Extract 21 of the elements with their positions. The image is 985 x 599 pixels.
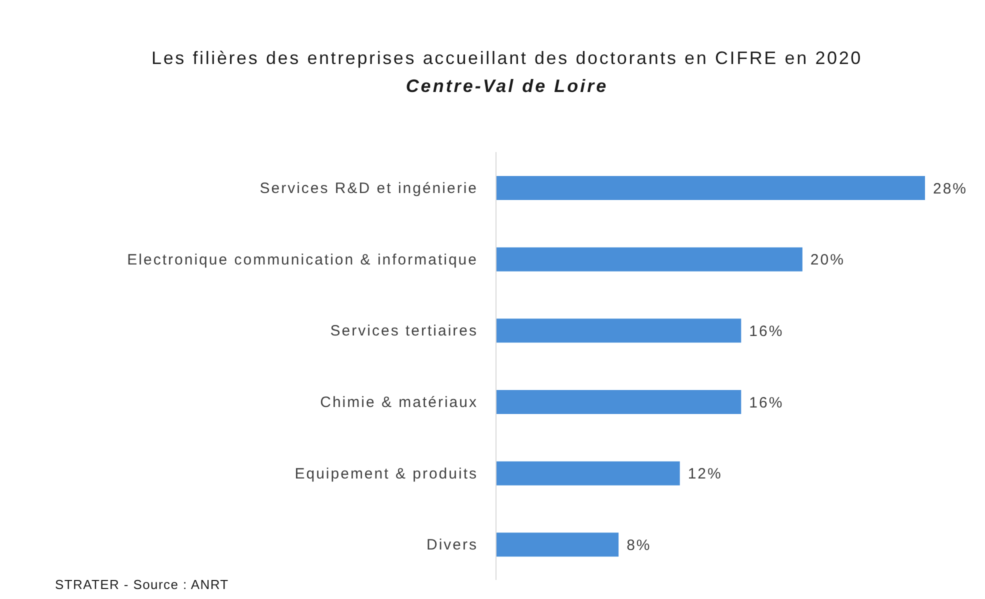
bar bbox=[496, 176, 925, 200]
bar bbox=[496, 318, 742, 343]
text: STRATER - Source : ANRT bbox=[55, 577, 229, 592]
bar bbox=[496, 390, 742, 414]
y-tick-label: Services tertiaires bbox=[330, 322, 478, 340]
data-label: 16% bbox=[749, 394, 784, 412]
data-label: 16% bbox=[749, 322, 784, 340]
data-label: 8% bbox=[626, 536, 652, 554]
bar bbox=[496, 461, 680, 486]
chart-title: Les filières des entreprises accueillant des doctorants en CIFRE en 2020 bbox=[150, 48, 864, 69]
bar bbox=[496, 247, 802, 272]
y-tick-label: Services R&D et ingénierie bbox=[260, 180, 478, 197]
data-label: 20% bbox=[810, 252, 845, 269]
y-tick-label: Chimie & matériaux bbox=[320, 394, 478, 411]
bar bbox=[496, 532, 619, 557]
data-label: 28% bbox=[933, 180, 968, 198]
chart-subtitle: Centre-Val de Loire bbox=[404, 76, 610, 97]
data-label: 12% bbox=[688, 466, 722, 483]
y-tick-label: Divers bbox=[426, 536, 478, 554]
y-tick-label: Equipement & produits bbox=[294, 465, 478, 482]
y-tick-label: Electronique communication & informatique bbox=[127, 251, 478, 268]
